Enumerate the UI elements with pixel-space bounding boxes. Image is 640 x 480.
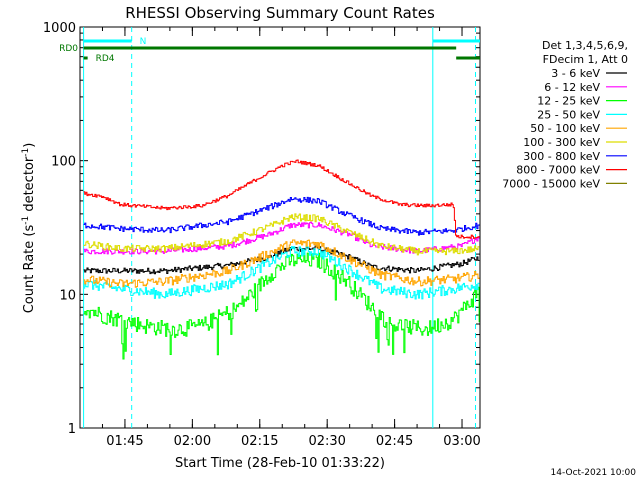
flag-label: N [140,37,147,47]
chart-title: RHESSI Observing Summary Count Rates [125,4,435,22]
x-axis: 01:45 02:00 02:15 02:30 02:45 03:00 [101,27,481,449]
legend-label: 800 - 7000 keV [516,164,600,177]
x-tick-label: 02:15 [241,434,278,449]
y-tick-label: 10 [59,288,76,303]
plot-frame [79,26,481,429]
plot-area: 1 10 100 1000 01:45 02:00 02:15 02:30 02:45 03:0… [43,21,481,449]
legend-label: 6 - 12 keV [544,81,600,94]
legend: Det 1,3,4,5,6,9, FDecim 1, Att 0 3 - 6 k… [502,39,628,190]
y-tick-label: 1 [68,422,76,437]
flag-label: RD0 [59,44,78,54]
legend-header-line-1: Det 1,3,4,5,6,9, [542,39,628,52]
y-axis-label: Count Rate (s-1 detector-1) [21,143,37,314]
y-axis: 1 10 100 1000 [43,21,480,437]
legend-label: 50 - 100 keV [530,122,600,135]
flag-bars: N RD0 RD4 [59,37,480,64]
series-line [83,252,480,360]
series-line [83,239,480,288]
legend-label: 12 - 25 keV [537,95,600,108]
series-line [83,196,480,236]
x-tick-label: 03:00 [443,434,480,449]
y-tick-label: 100 [51,155,76,170]
x-tick-label: 02:30 [308,434,345,449]
x-axis-label: Start Time (28-Feb-10 01:33:22) [175,456,385,471]
legend-label: 100 - 300 keV [523,136,600,149]
series-line [83,246,480,300]
legend-label: 25 - 50 keV [537,108,600,121]
series-line [83,213,480,256]
vertical-markers [83,27,477,428]
y-tick-label: 1000 [43,21,76,36]
x-tick-label: 02:00 [174,434,211,449]
footer-date: 14-Oct-2021 10:00 [551,468,637,478]
x-tick-label: 01:45 [106,434,143,449]
series-lines [83,159,480,360]
series-line [83,159,480,239]
legend-label: 300 - 800 keV [523,150,600,163]
series-line [83,221,480,255]
flag-label: RD4 [96,54,115,64]
x-tick-label: 02:45 [376,434,413,449]
legend-header-line-2: FDecim 1, Att 0 [543,53,628,66]
series-line [83,245,480,275]
legend-label: 3 - 6 keV [551,67,600,80]
legend-label: 7000 - 15000 keV [502,177,600,190]
